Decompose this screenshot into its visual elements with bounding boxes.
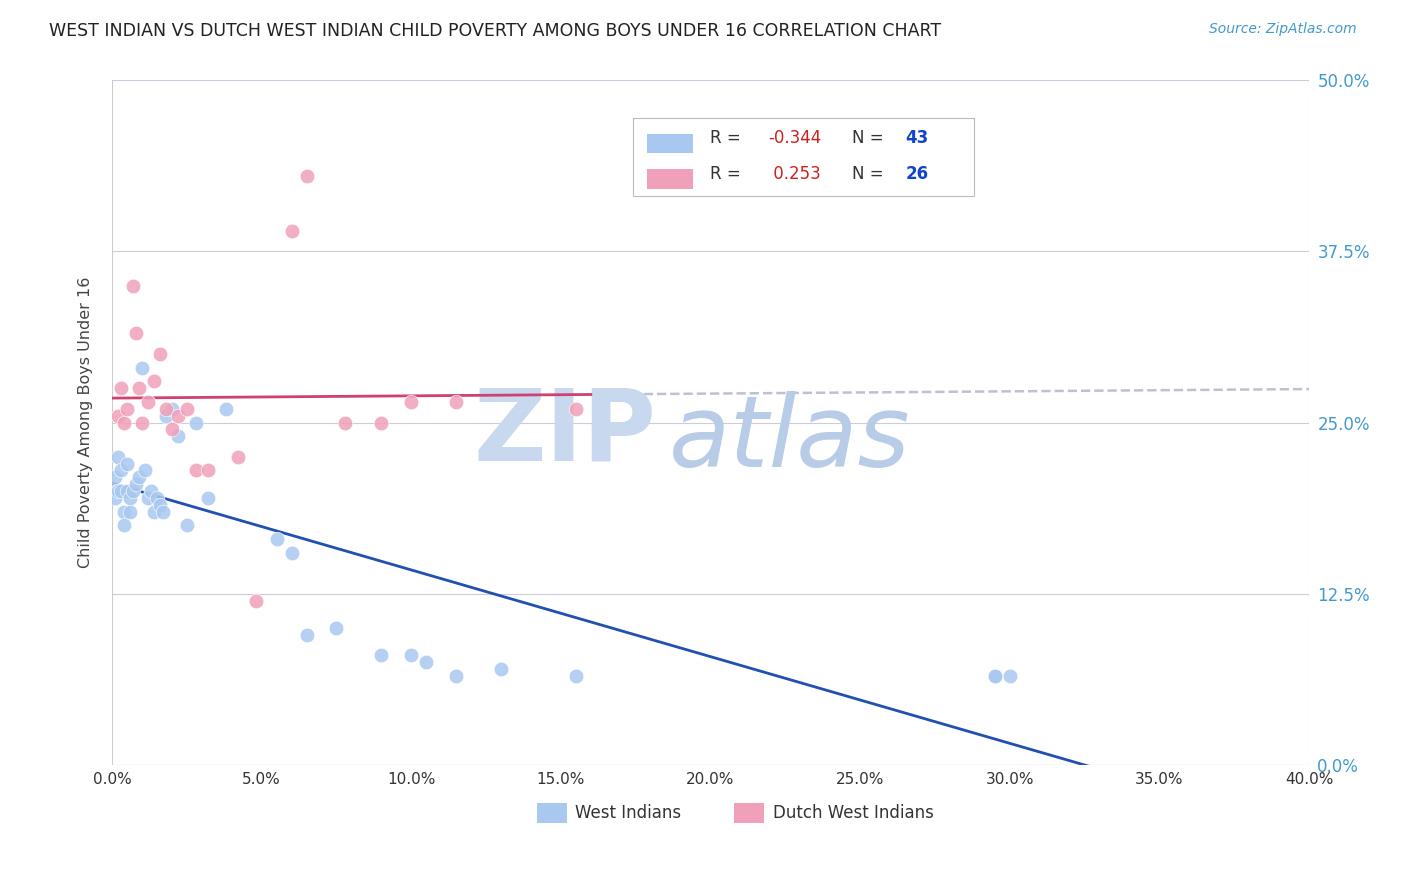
Point: [134, 463, 156, 477]
Point: [399, 648, 422, 663]
Point: [128, 470, 150, 484]
Point: [118, 491, 141, 505]
Point: [136, 491, 159, 505]
Point: [136, 395, 159, 409]
Point: [984, 669, 1007, 683]
Point: [215, 401, 238, 416]
Point: [110, 381, 132, 395]
Point: [565, 401, 588, 416]
Text: Source: ZipAtlas.com: Source: ZipAtlas.com: [1209, 22, 1357, 37]
Point: [176, 518, 198, 533]
Point: [107, 484, 129, 499]
Point: [122, 278, 145, 293]
Point: [112, 505, 135, 519]
FancyBboxPatch shape: [647, 134, 693, 153]
Point: [131, 360, 153, 375]
Point: [125, 477, 148, 491]
FancyBboxPatch shape: [734, 803, 765, 823]
Point: [146, 491, 169, 505]
Point: [149, 498, 172, 512]
Point: [197, 463, 219, 477]
Point: [399, 395, 422, 409]
Text: West Indians: West Indians: [575, 804, 682, 822]
Point: [197, 491, 219, 505]
Point: [155, 401, 177, 416]
Point: [125, 326, 148, 341]
Text: N =: N =: [852, 165, 889, 183]
Point: [155, 409, 177, 423]
Point: [176, 401, 198, 416]
Point: [110, 484, 132, 499]
Point: [184, 416, 207, 430]
Point: [118, 505, 141, 519]
Text: atlas: atlas: [669, 392, 910, 488]
Text: R =: R =: [710, 165, 747, 183]
Text: -0.344: -0.344: [768, 129, 821, 147]
Point: [444, 395, 467, 409]
Point: [112, 416, 135, 430]
Point: [166, 409, 188, 423]
Point: [115, 484, 138, 499]
Point: [131, 416, 153, 430]
Point: [152, 505, 174, 519]
Text: 43: 43: [905, 129, 929, 147]
Point: [295, 628, 318, 642]
Point: [245, 593, 267, 607]
Point: [107, 409, 129, 423]
Point: [104, 470, 127, 484]
Point: [166, 429, 188, 443]
Point: [139, 484, 162, 499]
Text: ZIP: ZIP: [474, 384, 657, 482]
Text: N =: N =: [852, 129, 889, 147]
Point: [489, 662, 512, 676]
Point: [280, 546, 302, 560]
Point: [160, 422, 183, 436]
Point: [110, 463, 132, 477]
Point: [295, 169, 318, 183]
Point: [128, 381, 150, 395]
Point: [280, 224, 302, 238]
Point: [104, 491, 127, 505]
Point: [160, 401, 183, 416]
Point: [142, 375, 165, 389]
Text: 0.253: 0.253: [768, 165, 821, 183]
Y-axis label: Child Poverty Among Boys Under 16: Child Poverty Among Boys Under 16: [79, 277, 93, 568]
Point: [184, 463, 207, 477]
Text: R =: R =: [710, 129, 747, 147]
FancyBboxPatch shape: [537, 803, 567, 823]
Text: WEST INDIAN VS DUTCH WEST INDIAN CHILD POVERTY AMONG BOYS UNDER 16 CORRELATION C: WEST INDIAN VS DUTCH WEST INDIAN CHILD P…: [49, 22, 942, 40]
Point: [115, 457, 138, 471]
Point: [107, 450, 129, 464]
Point: [370, 648, 392, 663]
Point: [335, 416, 357, 430]
Point: [370, 416, 392, 430]
Point: [984, 669, 1007, 683]
FancyBboxPatch shape: [633, 118, 974, 196]
Point: [325, 621, 347, 635]
Point: [122, 484, 145, 499]
Point: [415, 656, 437, 670]
Text: Dutch West Indians: Dutch West Indians: [773, 804, 934, 822]
Text: 26: 26: [905, 165, 929, 183]
Point: [142, 505, 165, 519]
Point: [998, 669, 1021, 683]
Point: [149, 347, 172, 361]
FancyBboxPatch shape: [647, 169, 693, 189]
Point: [115, 401, 138, 416]
Point: [565, 669, 588, 683]
Point: [226, 450, 249, 464]
Point: [444, 669, 467, 683]
Point: [112, 518, 135, 533]
Point: [266, 532, 288, 546]
